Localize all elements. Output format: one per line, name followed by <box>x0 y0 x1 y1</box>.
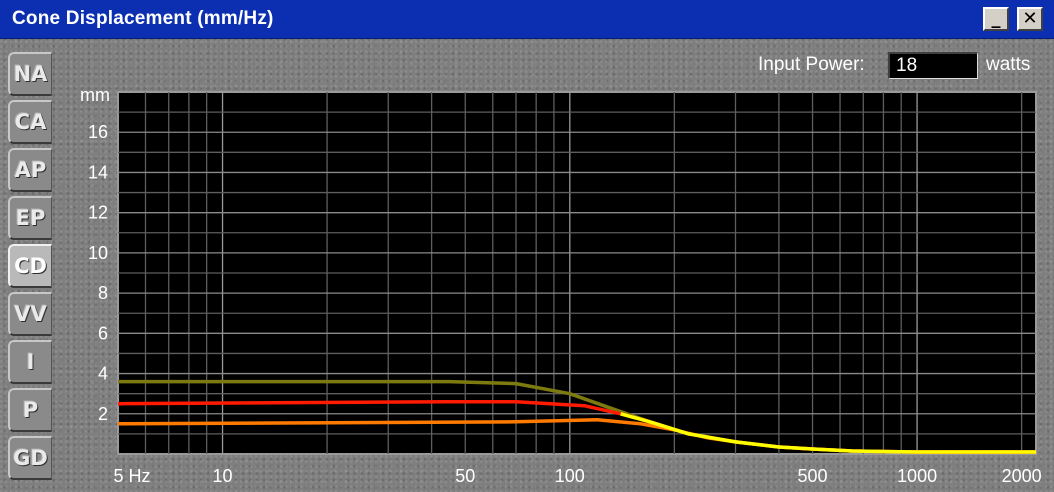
y-tick-label: 16 <box>88 122 108 142</box>
grid-lines <box>118 92 1036 454</box>
x-tick-labels: 5 Hz 10 50 100 500 1000 2000 <box>113 466 1041 486</box>
input-power-field[interactable] <box>888 52 978 79</box>
y-tick-label: 12 <box>88 203 108 223</box>
series-lines <box>117 379 1036 454</box>
window-title: Cone Displacement (mm/Hz) <box>12 8 274 29</box>
tab-p[interactable]: P <box>8 388 52 432</box>
tab-i[interactable]: I <box>8 340 52 384</box>
tab-ap[interactable]: AP <box>8 148 52 192</box>
x-tick-label: 5 Hz <box>113 466 150 486</box>
tab-na[interactable]: NA <box>8 52 52 96</box>
tab-vv[interactable]: VV <box>8 292 52 336</box>
minimize-button[interactable]: _ <box>983 7 1009 31</box>
tab-cd[interactable]: CD <box>8 244 52 288</box>
title-bar[interactable]: Cone Displacement (mm/Hz) _ ✕ <box>0 0 1054 39</box>
y-tick-label: 14 <box>88 162 108 182</box>
tab-ca[interactable]: CA <box>8 100 52 144</box>
x-tick-label: 50 <box>455 466 475 486</box>
y-tick-label: 6 <box>98 323 108 343</box>
input-power-label: Input Power: <box>758 54 865 75</box>
close-button[interactable]: ✕ <box>1017 7 1043 31</box>
y-tick-labels: 2 4 6 8 10 12 14 16 <box>88 122 108 424</box>
x-tick-label: 500 <box>798 466 828 486</box>
x-tick-label: 100 <box>555 466 585 486</box>
x-tick-label: 1000 <box>897 466 937 486</box>
x-tick-label: 10 <box>213 466 233 486</box>
y-tick-label: 4 <box>98 364 108 384</box>
y-tick-label: 8 <box>98 283 108 303</box>
y-tick-label: 2 <box>98 404 108 424</box>
tab-gd[interactable]: GD <box>8 436 52 480</box>
x-tick-label: 2000 <box>1002 466 1042 486</box>
series-line-3 <box>620 412 1036 454</box>
y-axis-unit-label: mm <box>80 85 110 105</box>
y-tick-label: 10 <box>88 243 108 263</box>
side-tab-bar: NA CA AP EP CD VV I P GD <box>0 52 52 492</box>
input-power-unit: watts <box>986 54 1031 75</box>
tab-ep[interactable]: EP <box>8 196 52 240</box>
